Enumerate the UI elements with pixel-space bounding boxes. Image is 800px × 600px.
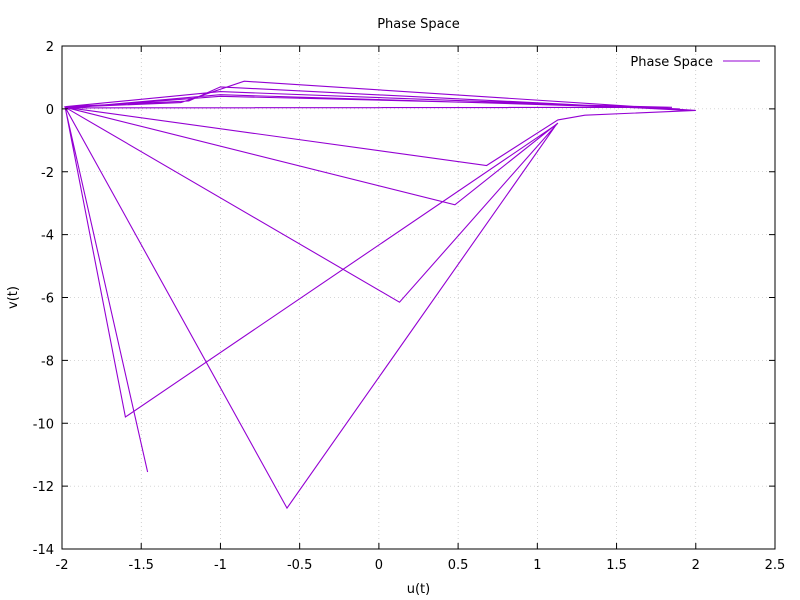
legend: Phase Space [630, 55, 760, 70]
x-tick-label: -0.5 [287, 558, 312, 573]
x-tick-label: 2.5 [765, 558, 786, 573]
y-tick-label: -14 [33, 543, 54, 558]
x-tick-label: 0 [375, 558, 383, 573]
y-tick-label: 2 [46, 40, 54, 55]
grid [62, 46, 775, 549]
series-line [63, 80, 696, 510]
y-tick-label: -12 [33, 480, 54, 495]
axis-ticks: -2 -1.5 -1 -0.5 0 0.5 1 1.5 2 2.5 -14 -12 -10 -8 -6 -4 -… [33, 40, 786, 573]
y-axis-label: v(t) [6, 286, 21, 309]
y-tick-label: -4 [41, 229, 54, 244]
x-tick-label: -1 [214, 558, 227, 573]
y-tick-label: -2 [41, 166, 54, 181]
y-tick-label: -8 [41, 354, 54, 369]
y-tick-label: -6 [41, 292, 54, 307]
y-tick-label: 0 [46, 103, 54, 118]
x-tick-label: 0.5 [448, 558, 469, 573]
x-tick-label: 1.5 [606, 558, 627, 573]
x-tick-label: 1 [533, 558, 541, 573]
x-axis-label: u(t) [407, 582, 430, 597]
chart-title: Phase Space [377, 17, 460, 32]
x-tick-label: 2 [692, 558, 700, 573]
x-tick-label: -2 [56, 558, 69, 573]
legend-label: Phase Space [630, 55, 713, 70]
series-layer [63, 80, 696, 510]
x-tick-label: -1.5 [129, 558, 154, 573]
y-tick-label: -10 [33, 417, 54, 432]
